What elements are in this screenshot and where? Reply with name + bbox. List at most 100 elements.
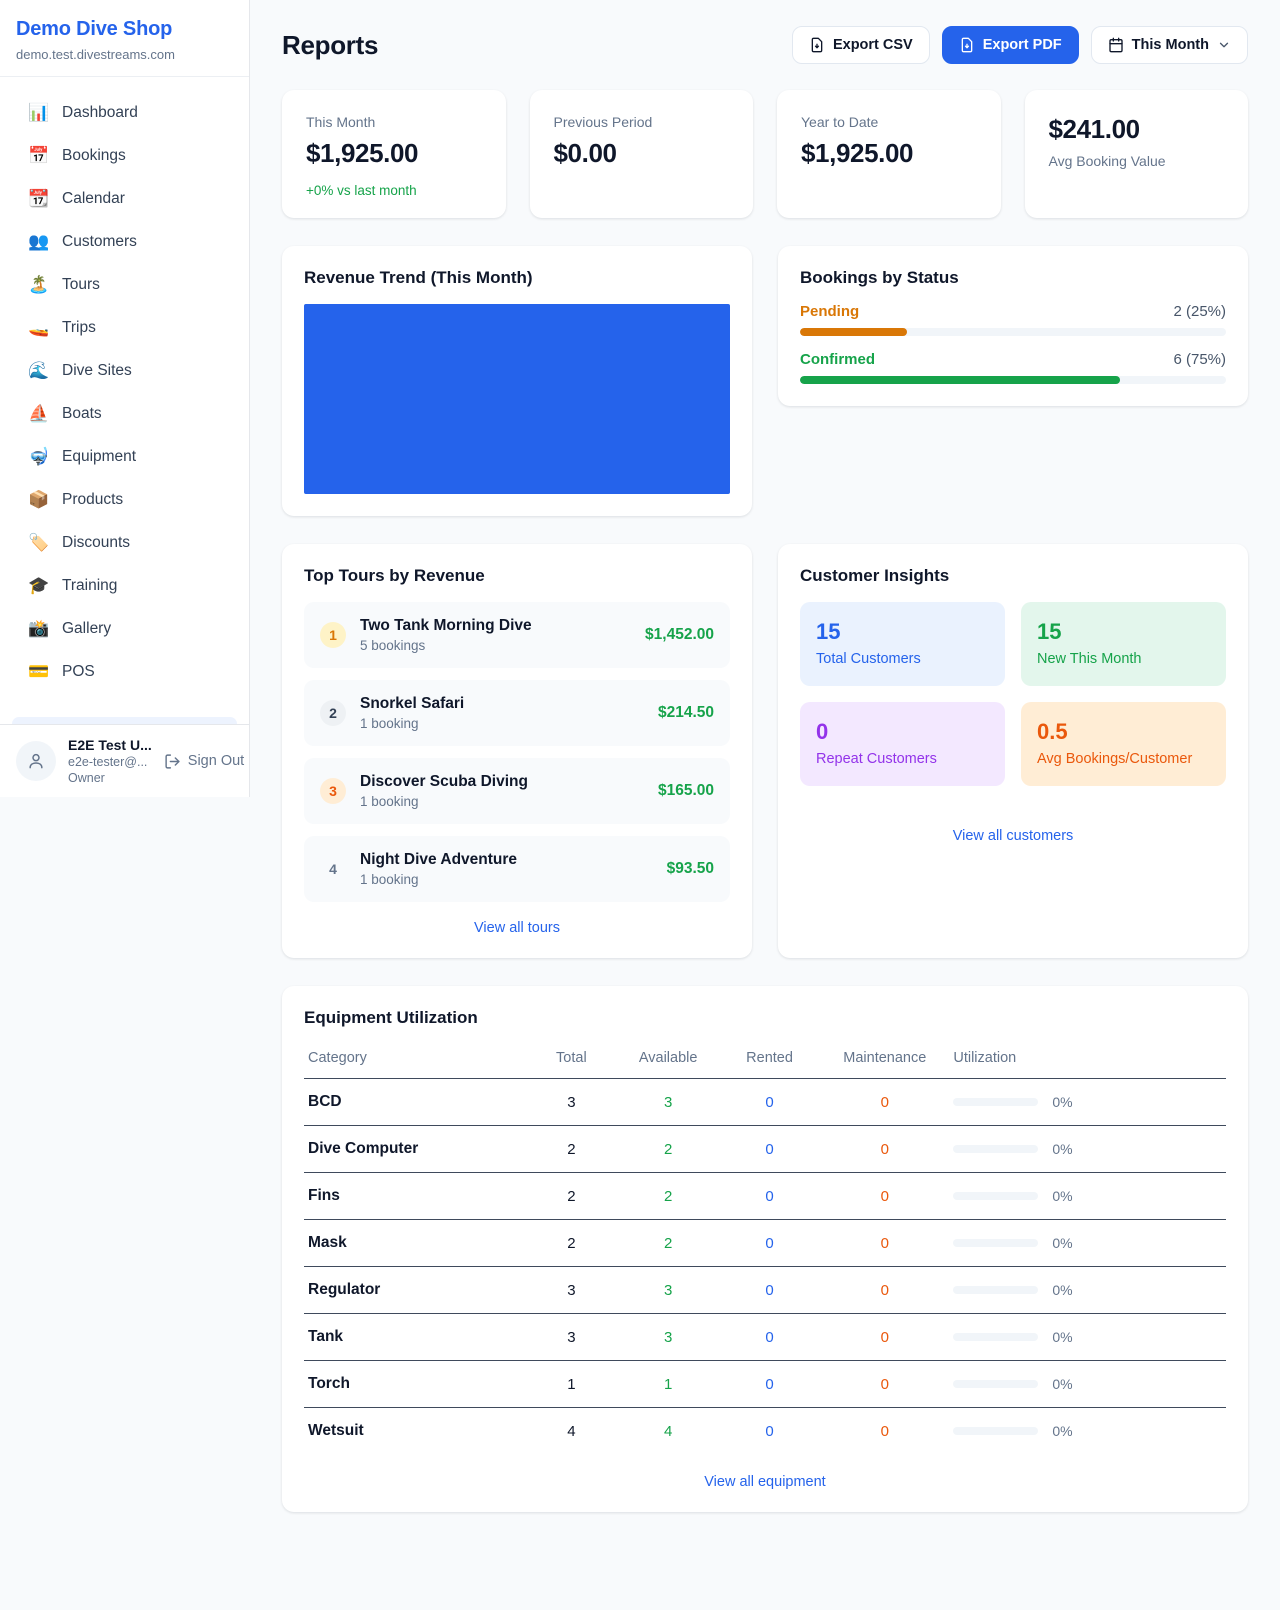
user-avatar: [16, 741, 56, 781]
row-tours-insights: Top Tours by Revenue 1 Two Tank Morning …: [282, 544, 1248, 958]
stat-value: $1,925.00: [306, 138, 419, 168]
sidebar-item-trips[interactable]: 🚤 Trips: [28, 318, 96, 337]
stat-delta: +0% vs last month: [306, 183, 417, 198]
tile-avg-bookings-per-customer: 0.5 Avg Bookings/Customer: [1021, 702, 1226, 786]
tile-total-customers: 15 Total Customers: [800, 602, 1005, 686]
utilization-bar: [953, 1380, 1039, 1388]
main-content: Reports Export CSV Export PDF: [250, 0, 1280, 1552]
progress-fill-pending: [800, 328, 907, 336]
bookings-icon: 📅: [28, 146, 50, 165]
tour-row: 4 Night Dive Adventure 1 booking $93.50: [304, 836, 730, 902]
discounts-icon: 🏷️: [28, 533, 50, 552]
stat-card-previous-period: Previous Period $0.00: [529, 90, 753, 218]
sidebar-item-discounts[interactable]: 🏷️ Discounts: [28, 533, 131, 552]
user-panel: E2E Test U... e2e-tester@... Owner Sign …: [0, 724, 249, 797]
sidebar-item-calendar[interactable]: 📆 Calendar: [28, 189, 125, 208]
table-row: Regulator 3 3 0 0 0%: [304, 1266, 1226, 1314]
tile-new-this-month: 15 New This Month: [1021, 602, 1226, 686]
utilization-bar: [953, 1239, 1039, 1247]
stats-row: This Month $1,925.00 +0% vs last month P…: [282, 90, 1248, 218]
utilization-bar: [953, 1333, 1039, 1341]
sidebar-item-training[interactable]: 🎓 Training: [28, 576, 118, 595]
customer-insights-title: Customer Insights: [800, 566, 950, 585]
dashboard-icon: 📊: [28, 103, 50, 122]
export-pdf-button[interactable]: Export PDF: [941, 26, 1079, 64]
utilization-bar: [953, 1286, 1039, 1294]
rank-badge: 1: [320, 622, 346, 648]
row-trend-status: Revenue Trend (This Month) Bookings by S…: [282, 246, 1248, 516]
customer-insights-card: Customer Insights 15 Total Customers 15 …: [778, 544, 1248, 958]
sign-out-button[interactable]: Sign Out: [164, 753, 244, 770]
sidebar-item-customers[interactable]: 👥 Customers: [28, 232, 137, 251]
customers-icon: 👥: [28, 232, 50, 251]
progress-track: [800, 328, 1226, 336]
trips-icon: 🚤: [28, 318, 50, 337]
view-all-tours-link[interactable]: View all tours: [474, 920, 560, 936]
period-dropdown[interactable]: This Month: [1090, 26, 1248, 64]
table-row: BCD 3 3 0 0 0%: [304, 1078, 1226, 1126]
status-row-pending: Pending 2 (25%): [800, 303, 1226, 336]
shop-name: Demo Dive Shop: [16, 18, 173, 40]
sidebar-item-products[interactable]: 📦 Products: [28, 490, 124, 509]
header-actions: Export CSV Export PDF: [791, 26, 1248, 64]
tour-name: Snorkel Safari: [360, 695, 465, 712]
tour-name: Discover Scuba Diving: [360, 773, 528, 790]
logout-icon: [165, 753, 180, 769]
revenue-trend-card: Revenue Trend (This Month): [282, 246, 752, 516]
person-icon: [29, 753, 43, 769]
sidebar-item-bookings[interactable]: 📅 Bookings: [28, 146, 126, 165]
file-download-icon: [961, 37, 973, 53]
table-row: Mask 2 2 0 0 0%: [304, 1219, 1226, 1267]
bookings-by-status-card: Bookings by Status Pending 2 (25%) Confi…: [778, 246, 1248, 406]
pos-icon: 💳: [28, 662, 50, 681]
sidebar-item-dive-sites[interactable]: 🌊 Dive Sites: [28, 361, 132, 380]
status-label: Pending: [800, 303, 860, 320]
tour-row: 3 Discover Scuba Diving 1 booking $165.0…: [304, 758, 730, 824]
export-csv-button[interactable]: Export CSV: [791, 26, 930, 64]
sidebar-item-boats[interactable]: ⛵ Boats: [28, 404, 102, 423]
equipment-utilization-card: Equipment Utilization Category Total Ava…: [282, 986, 1248, 1512]
file-download-icon: [811, 37, 823, 53]
view-all-customers-link[interactable]: View all customers: [952, 828, 1074, 844]
insight-tiles: 15 Total Customers 15 New This Month 0 R…: [800, 602, 1226, 786]
tours-icon: 🏝️: [28, 275, 50, 294]
tour-bookings: 1 booking: [360, 716, 419, 731]
stat-card-avg-booking-value: $241.00 Avg Booking Value: [1024, 90, 1248, 218]
bookings-by-status-title: Bookings by Status: [800, 268, 959, 287]
sidebar-item-pos[interactable]: 💳 POS: [28, 662, 95, 681]
top-tours-card: Top Tours by Revenue 1 Two Tank Morning …: [282, 544, 752, 958]
tour-bookings: 1 booking: [360, 872, 419, 887]
utilization-bar: [953, 1427, 1039, 1435]
sidebar-item-dashboard[interactable]: 📊 Dashboard: [28, 103, 138, 122]
gallery-icon: 📸: [28, 619, 50, 638]
sidebar-active-item-partial[interactable]: [12, 717, 237, 724]
table-row: Tank 3 3 0 0 0%: [304, 1313, 1226, 1361]
tile-repeat-customers: 0 Repeat Customers: [800, 702, 1005, 786]
progress-fill-confirmed: [800, 376, 1120, 384]
calendar-icon: [1109, 37, 1123, 53]
tour-amount: $93.50: [666, 860, 714, 877]
revenue-bar: [304, 304, 730, 494]
boats-icon: ⛵: [28, 404, 50, 423]
stat-value: $1,925.00: [801, 138, 914, 168]
tour-row: 2 Snorkel Safari 1 booking $214.50: [304, 680, 730, 746]
sidebar-item-equipment[interactable]: 🤿 Equipment: [28, 447, 137, 466]
tour-name: Two Tank Morning Dive: [360, 617, 532, 634]
sidebar-item-gallery[interactable]: 📸 Gallery: [28, 619, 112, 638]
stat-card-this-month: This Month $1,925.00 +0% vs last month: [282, 90, 506, 218]
table-row: Wetsuit 4 4 0 0 0%: [308, 1422, 1073, 1440]
user-role: Owner: [68, 771, 105, 785]
table-header-row: Category Total Available Rented Maintena…: [304, 1040, 1226, 1079]
rank-badge: 4: [329, 861, 337, 877]
progress-track: [800, 376, 1226, 384]
tour-amount: $214.50: [657, 704, 714, 721]
table-row: Fins 2 2 0 0 0%: [304, 1172, 1226, 1220]
top-tours-title: Top Tours by Revenue: [304, 566, 485, 585]
products-icon: 📦: [28, 490, 50, 509]
equipment-utilization-title: Equipment Utilization: [304, 1008, 478, 1027]
status-label: Confirmed: [800, 351, 875, 368]
view-all-equipment-link[interactable]: View all equipment: [704, 1474, 826, 1490]
sidebar-item-tours[interactable]: 🏝️ Tours: [28, 275, 100, 294]
table-row: Dive Computer 2 2 0 0 0%: [304, 1125, 1226, 1173]
equipment-table: Category Total Available Rented Maintena…: [304, 1040, 1226, 1454]
